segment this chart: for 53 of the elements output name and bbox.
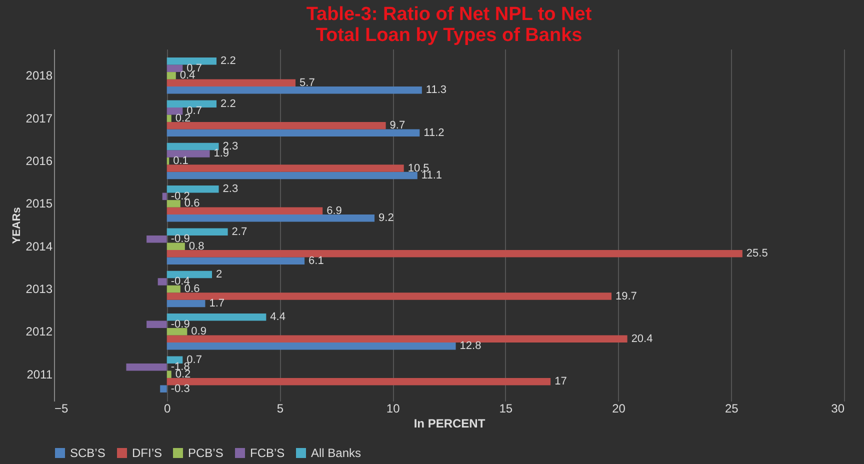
data-label: -0.9 [170, 233, 190, 246]
data-label: 19.7 [616, 290, 637, 302]
x-tick-label: −5 [54, 402, 69, 416]
legend-label: SCB’S [70, 446, 106, 460]
data-label: 0.6 [184, 198, 200, 210]
y-tick-label: 2017 [26, 111, 53, 126]
data-label: 6.1 [308, 254, 324, 267]
data-label: 0.6 [184, 283, 200, 295]
legend-label: PCB’S [188, 446, 224, 460]
y-tick-label: 2011 [26, 367, 53, 382]
data-label: 2.7 [232, 226, 248, 238]
data-label: 11.2 [424, 126, 444, 139]
data-label: 2.2 [220, 98, 236, 110]
y-tick-label: 2014 [26, 239, 53, 254]
data-label: 4.4 [270, 311, 286, 324]
data-label: 2.2 [220, 55, 236, 68]
data-label: 17 [554, 376, 567, 388]
data-label: 6.9 [326, 204, 342, 217]
y-tick-label: 2013 [26, 282, 53, 296]
data-label: 11.3 [426, 84, 447, 96]
legend-label: DFI’S [132, 446, 162, 460]
data-label: 0.1 [173, 155, 188, 167]
data-label: 0.4 [180, 70, 196, 82]
y-tick-label: 2018 [26, 68, 53, 83]
data-label: 0.8 [188, 240, 204, 252]
x-tick-label: 25 [724, 402, 739, 416]
data-label: 20.4 [631, 332, 653, 345]
legend-label: All Banks [311, 446, 362, 460]
data-label: 25.5 [746, 248, 768, 260]
x-tick-label: 30 [831, 402, 845, 416]
x-tick-label: 15 [499, 402, 513, 416]
data-label: 5.7 [300, 76, 315, 89]
y-tick-label: 2015 [26, 196, 53, 211]
y-tick-label: 2012 [26, 324, 53, 339]
data-label: 9.7 [390, 120, 406, 132]
data-label: 2.3 [222, 183, 238, 196]
data-label: -0.9 [170, 318, 190, 330]
x-tick-label: 20 [612, 402, 626, 416]
data-label: 12.8 [460, 340, 482, 352]
data-label: 9.2 [378, 212, 394, 224]
chart-title: Table-3: Ratio of Net NPL to Net Total Loan by Types of Banks [306, 4, 592, 46]
y-tick-label: 2016 [26, 154, 53, 168]
x-tick-label: 5 [276, 402, 284, 416]
data-label: 2 [216, 268, 222, 280]
legend-label: FCB’S [250, 446, 285, 460]
x-tick-label: 10 [386, 402, 400, 416]
data-label: -0.3 [170, 382, 190, 395]
data-label: 0.9 [191, 326, 206, 338]
data-label: 1.9 [214, 148, 230, 160]
y-axis-title: YEARs [10, 207, 23, 244]
x-axis-title: In PERCENT [414, 416, 486, 430]
data-label: 1.7 [209, 298, 225, 310]
x-tick-label: 0 [164, 402, 172, 416]
